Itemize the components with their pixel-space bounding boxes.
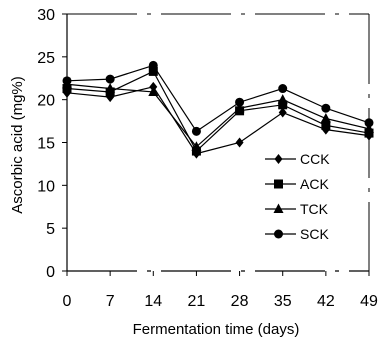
data-point-sck xyxy=(148,60,158,70)
y-tick-label: 10 xyxy=(37,178,55,195)
data-point-tck xyxy=(320,113,331,123)
legend-label-sck: SCK xyxy=(300,226,329,242)
y-tick-label: 0 xyxy=(46,264,55,281)
x-tick-label: 14 xyxy=(144,293,162,310)
data-point-sck xyxy=(364,118,374,128)
x-tick-label: 35 xyxy=(274,293,292,310)
x-axis-title: Fermentation time (days) xyxy=(133,321,300,338)
y-tick-label: 5 xyxy=(46,221,55,238)
data-point-tck xyxy=(105,83,116,93)
data-point-sck xyxy=(235,97,245,107)
legend-label-cck: CCK xyxy=(300,151,330,167)
x-tick-label: 28 xyxy=(231,293,249,310)
y-tick-label: 30 xyxy=(37,7,55,24)
y-axis-ticks: 0 5 10 15 20 25 30 xyxy=(37,7,67,281)
legend-marker-tck xyxy=(273,203,284,213)
series-line-sck xyxy=(66,64,370,133)
x-tick-label: 7 xyxy=(106,293,115,310)
data-point-tck xyxy=(364,123,374,133)
data-point-tck xyxy=(191,141,202,151)
legend-marker-sck xyxy=(274,229,283,239)
y-tick-label: 25 xyxy=(37,50,55,67)
series-tck xyxy=(62,78,374,151)
legend-marker-cck xyxy=(274,154,283,164)
data-point-sck xyxy=(278,84,288,94)
y-tick-label: 15 xyxy=(37,136,55,153)
data-point-tck xyxy=(234,102,245,113)
data-point-ack xyxy=(278,100,288,110)
legend-marker-ack xyxy=(274,179,283,189)
legend-item-ack: ACK xyxy=(265,176,329,192)
x-tick-label: 42 xyxy=(317,293,335,310)
data-point-ack xyxy=(321,120,331,130)
data-point-sck xyxy=(321,103,331,113)
x-tick-label: 21 xyxy=(188,293,206,310)
data-point-ack xyxy=(191,146,201,156)
data-point-sck xyxy=(105,74,115,84)
y-axis-title: Ascorbic acid (mg%) xyxy=(9,76,26,214)
x-axis-ticks: 0 7 14 21 28 35 42 49 xyxy=(63,271,378,310)
data-point-ack xyxy=(62,84,72,94)
x-tick-label: 0 xyxy=(63,293,72,310)
series-layer xyxy=(62,60,374,159)
data-point-sck xyxy=(191,126,201,136)
data-point-ack xyxy=(364,128,374,138)
legend-item-sck: SCK xyxy=(265,226,329,242)
data-point-cck xyxy=(235,137,244,148)
data-point-tck xyxy=(277,94,288,104)
data-point-cck xyxy=(278,107,287,118)
data-point-tck xyxy=(148,86,159,96)
legend: CCK ACK TCK SCK xyxy=(265,151,330,242)
legend-item-cck: CCK xyxy=(265,151,330,167)
series-line-tck xyxy=(66,83,370,148)
x-tick-label: 49 xyxy=(360,293,378,310)
series-line-cck xyxy=(66,86,370,155)
legend-label-tck: TCK xyxy=(300,201,329,217)
legend-label-ack: ACK xyxy=(300,176,329,192)
data-point-ack xyxy=(148,66,158,76)
data-point-sck xyxy=(62,76,72,86)
y-tick-label: 20 xyxy=(37,93,55,110)
series-sck xyxy=(62,60,374,136)
legend-item-tck: TCK xyxy=(265,201,329,217)
